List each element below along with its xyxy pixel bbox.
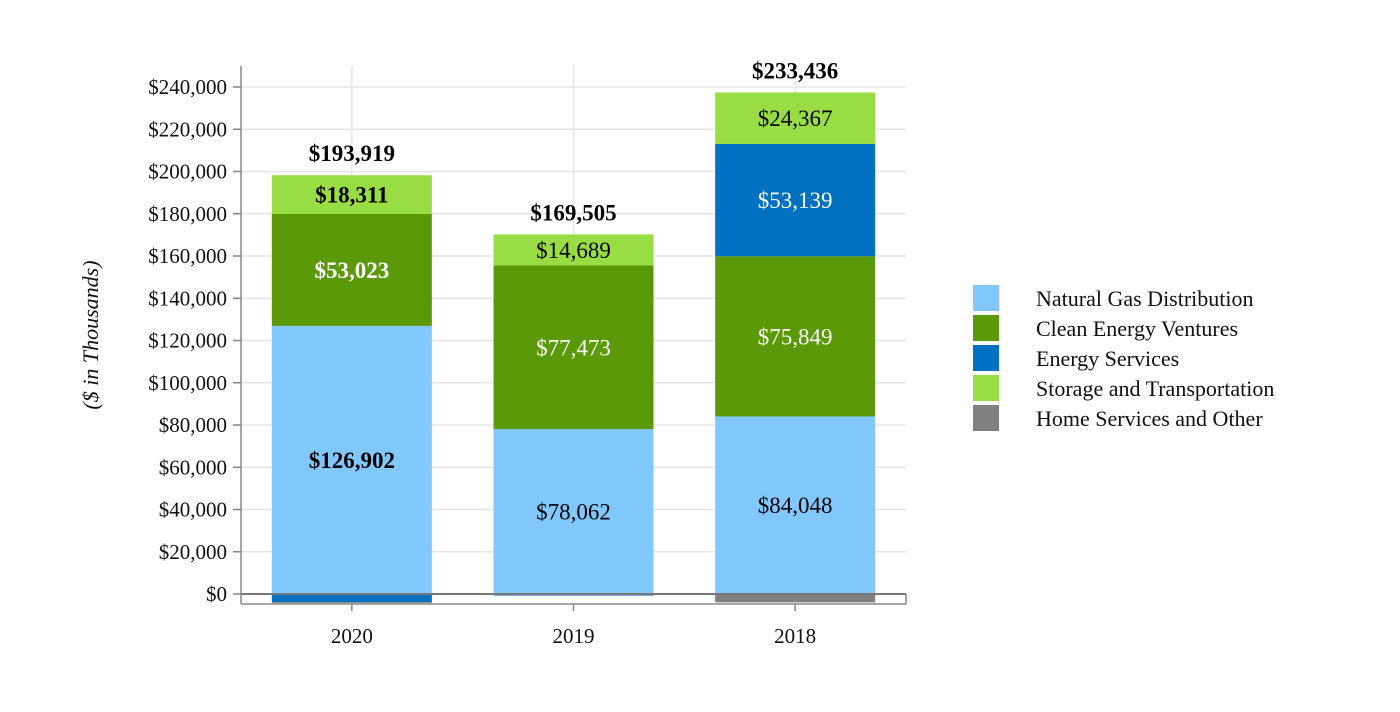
y-tick-label: $0 [206,582,227,606]
bar-2019-clean-energy-ventures [493,265,654,430]
bar-2019-natural-gas-distribution [493,429,654,594]
bar-2020-clean-energy-ventures [271,213,432,326]
legend-label: Energy Services [1036,346,1179,371]
y-tick-label: $180,000 [148,202,227,226]
legend-label: Home Services and Other [1036,406,1263,431]
bar-2018-natural-gas-distribution [715,416,876,594]
segment-value-label: $78,062 [536,500,611,525]
y-tick-label: $240,000 [148,75,227,99]
legend-swatch [973,285,999,311]
segment-value-label: $53,023 [314,258,389,283]
segment-value-label: $75,849 [758,324,833,349]
bar-2018-storage-and-transportation [715,92,876,144]
x-tick-label: 2018 [774,624,816,648]
legend-swatch [973,345,999,371]
segment-value-label: $77,473 [536,335,611,360]
segment-value-label: $18,311 [315,183,388,208]
x-tick-label: 2019 [553,624,595,648]
segment-value-label: $84,048 [758,493,833,518]
x-tick-label: 2020 [331,624,373,648]
bars [271,92,876,604]
legend-swatch [973,405,999,431]
bar-2020-home-services-and-other [271,602,432,604]
total-value-label: $169,505 [530,200,616,225]
segment-value-label: $53,139 [758,188,833,213]
bar-2018-energy-services [715,143,876,257]
bar-2020-energy-services [271,594,432,603]
y-tick-label: $60,000 [159,455,227,479]
legend-label: Storage and Transportation [1036,376,1274,401]
y-tick-label: $140,000 [148,286,227,310]
bar-2020-storage-and-transportation [271,175,432,214]
y-tick-label: $80,000 [159,413,227,437]
bar-2019-storage-and-transportation [493,234,654,266]
bar-2020-natural-gas-distribution [271,325,432,594]
legend-label: Clean Energy Ventures [1036,316,1238,341]
legend-label: Natural Gas Distribution [1036,286,1254,311]
bar-2018-home-services-and-other [715,594,876,603]
segment-value-label: $126,902 [309,448,395,473]
segment-value-label: $14,689 [536,238,611,263]
data-labels: $126,902 $53,023 $18,311 $193,919 $78,062 $77… [309,58,839,524]
y-tick-label: $100,000 [148,371,227,395]
legend-swatch [973,375,999,401]
y-tick-label: $160,000 [148,244,227,268]
y-tick-label: $120,000 [148,329,227,353]
y-tick-label: $220,000 [148,117,227,141]
total-value-label: $233,436 [752,58,838,83]
legend: Natural Gas Distribution Clean Energy Ven… [973,285,1274,431]
legend-swatch [973,315,999,341]
y-tick-label: $200,000 [148,160,227,184]
total-value-label: $193,919 [309,141,395,166]
axes: $0 $20,000 $40,000 $60,000 $80,000 $100,000 $1… [148,66,907,648]
y-tick-label: $40,000 [159,498,227,522]
bar-2018-clean-energy-ventures [715,256,876,417]
y-axis-title: ($ in Thousands) [78,260,103,409]
segment-value-label: $24,367 [758,106,833,131]
y-tick-label: $20,000 [159,540,227,564]
